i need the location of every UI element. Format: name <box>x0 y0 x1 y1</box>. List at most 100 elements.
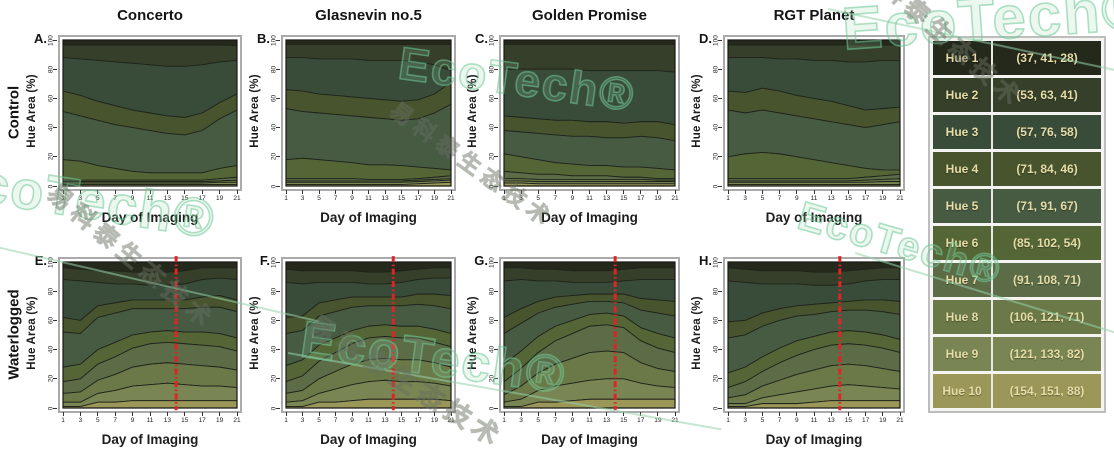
x-tick-label: 21 <box>233 195 241 202</box>
x-tick-mark <box>606 412 608 416</box>
y-tick-label: 60 <box>488 94 496 103</box>
x-tick-label: 13 <box>163 195 171 202</box>
y-tick-mark <box>718 378 722 380</box>
legend-row: Hue 3 (57, 76, 58) <box>933 115 1101 149</box>
legend-hue-rgb-value: (57, 76, 58) <box>991 115 1101 149</box>
x-tick-label: 15 <box>620 195 628 202</box>
x-tick-label: 3 <box>78 417 83 424</box>
x-tick-label: 17 <box>198 195 206 202</box>
column-title-concerto: Concerto <box>117 7 183 24</box>
x-tick-mark <box>97 412 99 416</box>
y-tick-label: 40 <box>712 345 720 354</box>
x-tick-mark <box>657 190 659 194</box>
x-tick-label: 7 <box>333 195 338 202</box>
x-tick-label: 9 <box>350 195 354 202</box>
y-tick-mark <box>494 39 498 41</box>
plot-border <box>286 40 451 186</box>
y-tick-label: 60 <box>712 316 720 325</box>
x-tick-label: 1 <box>284 417 288 424</box>
x-tick-mark <box>79 190 81 194</box>
x-tick-label: 5 <box>95 195 100 202</box>
x-tick-mark <box>384 190 386 194</box>
watermark-chinese-text: 易科泰生态技术 <box>303 309 510 454</box>
x-tick-label: 3 <box>743 195 747 202</box>
x-tick-mark <box>149 412 151 416</box>
x-tick-label: 7 <box>553 195 558 202</box>
legend-row: Hue 6 (85, 102, 54) <box>933 226 1101 260</box>
x-tick-mark <box>847 190 849 194</box>
x-tick-mark <box>434 190 435 194</box>
x-tick-label: 13 <box>381 417 389 424</box>
column-title-glasnevin: Glasnevin no.5 <box>315 7 422 24</box>
legend-row: Hue 4 (71, 84, 46) <box>933 152 1101 186</box>
hue-band-4 <box>728 300 900 338</box>
y-tick-label: 40 <box>488 123 496 132</box>
x-tick-label: 15 <box>397 195 406 202</box>
x-tick-label: 19 <box>430 195 439 202</box>
y-tick-mark <box>718 319 722 321</box>
hue-band-5 <box>728 110 900 170</box>
watermark-chinese-text: 易科泰生态技术 <box>41 179 221 336</box>
x-tick-label: 15 <box>844 195 852 202</box>
legend-hue-rgb-value: (91, 108, 71) <box>991 263 1101 297</box>
legend-hue-label: Hue 7 <box>933 263 991 297</box>
y-tick-mark <box>494 407 498 409</box>
x-tick-label: 15 <box>844 417 852 424</box>
x-tick-label: 17 <box>637 195 645 202</box>
legend-hue-rgb-value: (121, 133, 82) <box>991 337 1101 371</box>
y-tick-mark <box>718 39 722 41</box>
x-tick-mark <box>285 412 287 416</box>
stacked-area-plot <box>286 40 451 186</box>
hue-band-6 <box>286 325 451 382</box>
hue-band-3 <box>63 58 237 118</box>
hue-band-4 <box>63 296 237 334</box>
stacked-area-plot <box>286 262 451 408</box>
y-tick-label: 80 <box>712 65 720 73</box>
y-tick-mark <box>718 127 722 129</box>
y-tick-mark <box>718 407 722 409</box>
hue-band-7 <box>728 344 900 398</box>
legend-hue-label: Hue 9 <box>933 337 991 371</box>
x-tick-mark <box>302 412 303 416</box>
x-axis-label: Day of Imaging <box>101 210 199 225</box>
x-tick-label: 7 <box>553 417 558 424</box>
hue-band-1 <box>504 262 675 271</box>
plot-frame <box>58 35 242 191</box>
x-tick-mark <box>640 412 642 416</box>
x-tick-mark <box>571 412 573 416</box>
stacked-area-plot <box>63 40 237 186</box>
hue-band-2 <box>63 268 237 286</box>
x-tick-label: 17 <box>637 417 645 424</box>
y-tick-mark <box>276 127 280 129</box>
legend-row: Hue 2 (53, 63, 41) <box>933 78 1101 112</box>
y-tick-label: 100 <box>47 256 55 268</box>
x-tick-mark <box>62 412 64 416</box>
x-tick-label: 5 <box>95 417 100 424</box>
x-tick-label: 11 <box>586 195 593 202</box>
x-tick-mark <box>796 412 798 416</box>
x-tick-label: 3 <box>743 417 747 424</box>
column-title-rgt-planet: RGT Planet <box>773 7 855 24</box>
y-tick-label: 40 <box>488 345 496 354</box>
y-tick-label: 0 <box>270 406 278 410</box>
x-tick-mark <box>727 412 729 416</box>
x-tick-mark <box>201 190 203 194</box>
hue-band-2 <box>728 268 900 286</box>
y-tick-label: 40 <box>47 123 55 132</box>
x-tick-label: 19 <box>879 417 887 424</box>
panel-letter: E. <box>34 253 47 268</box>
x-tick-mark <box>779 412 781 416</box>
hue-band-2 <box>63 45 237 66</box>
x-tick-mark <box>285 190 287 194</box>
hue-band-4 <box>504 116 675 141</box>
y-tick-mark <box>276 319 280 321</box>
hue-band-10 <box>728 185 900 186</box>
watermark-ecotech-logo: EcoTech® <box>0 147 221 251</box>
x-tick-mark <box>503 412 505 416</box>
legend-hue-rgb-value: (53, 63, 41) <box>991 78 1101 112</box>
y-tick-mark <box>276 378 280 380</box>
hue-band-9 <box>728 385 900 407</box>
hue-band-10 <box>504 399 675 408</box>
y-tick-label: 80 <box>712 287 720 295</box>
x-tick-label: 13 <box>163 417 171 424</box>
